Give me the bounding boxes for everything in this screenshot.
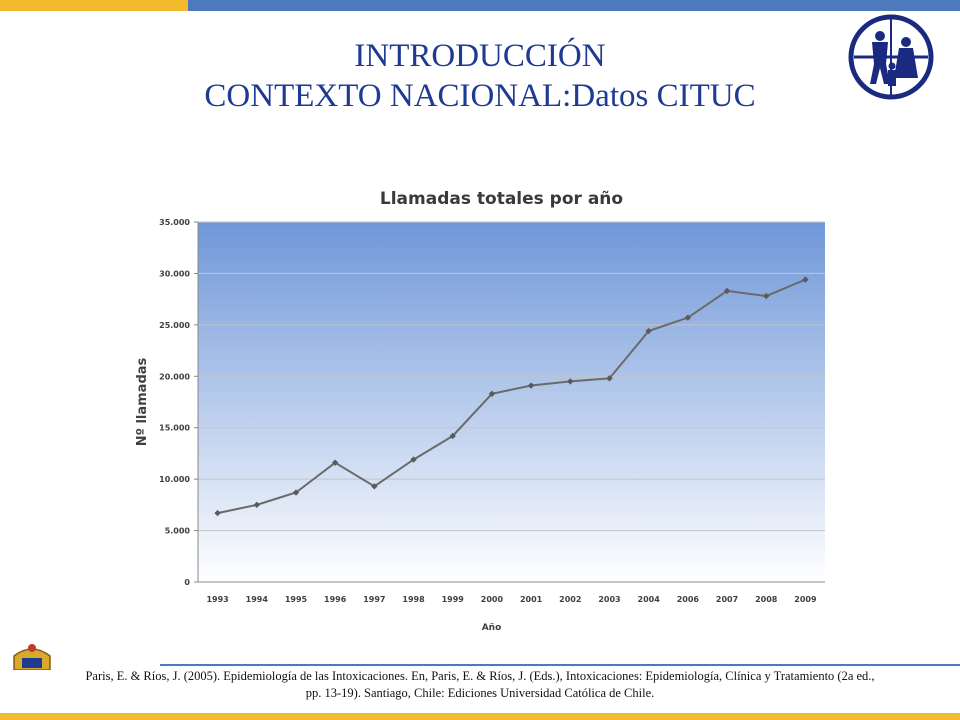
x-tick-label: 2002 bbox=[559, 595, 581, 604]
x-tick-label: 2007 bbox=[716, 595, 738, 604]
x-tick-label: 2003 bbox=[598, 595, 620, 604]
x-tick-label: 2004 bbox=[638, 595, 661, 604]
data-point bbox=[684, 314, 692, 321]
x-tick-label: 2006 bbox=[677, 595, 700, 604]
data-point bbox=[331, 459, 339, 466]
x-tick-label: 2008 bbox=[755, 595, 778, 604]
x-tick-label: 2009 bbox=[794, 595, 817, 604]
x-tick-label: 1996 bbox=[324, 595, 347, 604]
y-tick-label: 25.000 bbox=[159, 321, 190, 330]
data-point bbox=[567, 378, 574, 385]
family-logo-icon bbox=[848, 14, 934, 100]
data-point bbox=[645, 327, 652, 335]
slide-title: INTRODUCCIÓN CONTEXTO NACIONAL:Datos CIT… bbox=[150, 36, 810, 116]
y-tick-label: 20.000 bbox=[159, 372, 190, 381]
data-point bbox=[371, 483, 378, 490]
data-point bbox=[410, 456, 417, 463]
bottom-accent-bar-gold bbox=[0, 713, 960, 720]
y-tick-label: 10.000 bbox=[159, 475, 190, 484]
top-accent-bar-gold bbox=[0, 0, 188, 11]
top-accent-bar-blue bbox=[188, 0, 960, 11]
line-chart: Llamadas totales por año 0 5.000 10.000 15.0… bbox=[135, 189, 825, 633]
data-point bbox=[606, 375, 613, 382]
chart-title: Llamadas totales por año bbox=[380, 189, 623, 209]
x-tick-label: 2001 bbox=[520, 595, 543, 604]
y-tick-label: 5.000 bbox=[165, 527, 191, 536]
slide-title-line2: CONTEXTO NACIONAL:Datos CITUC bbox=[204, 78, 756, 114]
y-tick-label: 15.000 bbox=[159, 424, 190, 433]
citation-line1: Paris, E. & Ríos, J. (2005). Epidemiolog… bbox=[85, 669, 875, 683]
data-point bbox=[802, 276, 809, 283]
slide-title-line1: INTRODUCCIÓN bbox=[354, 38, 606, 74]
data-point bbox=[449, 432, 456, 440]
citation-line2: pp. 13-19). Santiago, Chile: Ediciones U… bbox=[305, 686, 655, 700]
x-tick-label: 1998 bbox=[402, 595, 425, 604]
data-point bbox=[763, 292, 770, 300]
y-tick-label: 35.000 bbox=[159, 218, 190, 227]
footer-divider bbox=[160, 664, 960, 666]
x-axis-label: Año bbox=[482, 623, 502, 633]
x-tick-label: 2000 bbox=[481, 595, 504, 604]
data-point bbox=[253, 501, 260, 509]
x-tick-label: 1995 bbox=[285, 595, 308, 604]
x-tick-label: 1994 bbox=[246, 595, 269, 604]
y-axis-label: Nº llamadas bbox=[135, 357, 150, 446]
data-point bbox=[488, 390, 496, 397]
x-tick-label: 1999 bbox=[442, 595, 465, 604]
chart-panel: Llamadas totales por año 0 5.000 10.000 15.0… bbox=[130, 170, 830, 640]
x-tick-label: 1997 bbox=[363, 595, 385, 604]
series-line bbox=[217, 278, 806, 515]
university-seal-icon bbox=[13, 644, 51, 670]
plot-area bbox=[198, 222, 825, 582]
y-tick-label: 0 bbox=[184, 578, 190, 587]
data-point bbox=[292, 489, 300, 496]
x-tick-label: 1993 bbox=[206, 595, 228, 604]
data-point bbox=[527, 382, 535, 389]
y-tick-label: 30.000 bbox=[159, 269, 190, 278]
citation: Paris, E. & Ríos, J. (2005). Epidemiolog… bbox=[10, 668, 950, 702]
data-point bbox=[723, 287, 731, 295]
